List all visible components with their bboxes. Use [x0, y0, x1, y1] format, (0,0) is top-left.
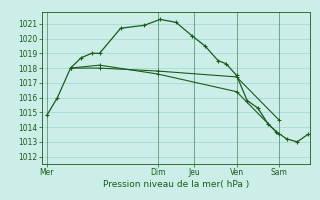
X-axis label: Pression niveau de la mer( hPa ): Pression niveau de la mer( hPa ) — [103, 180, 249, 189]
